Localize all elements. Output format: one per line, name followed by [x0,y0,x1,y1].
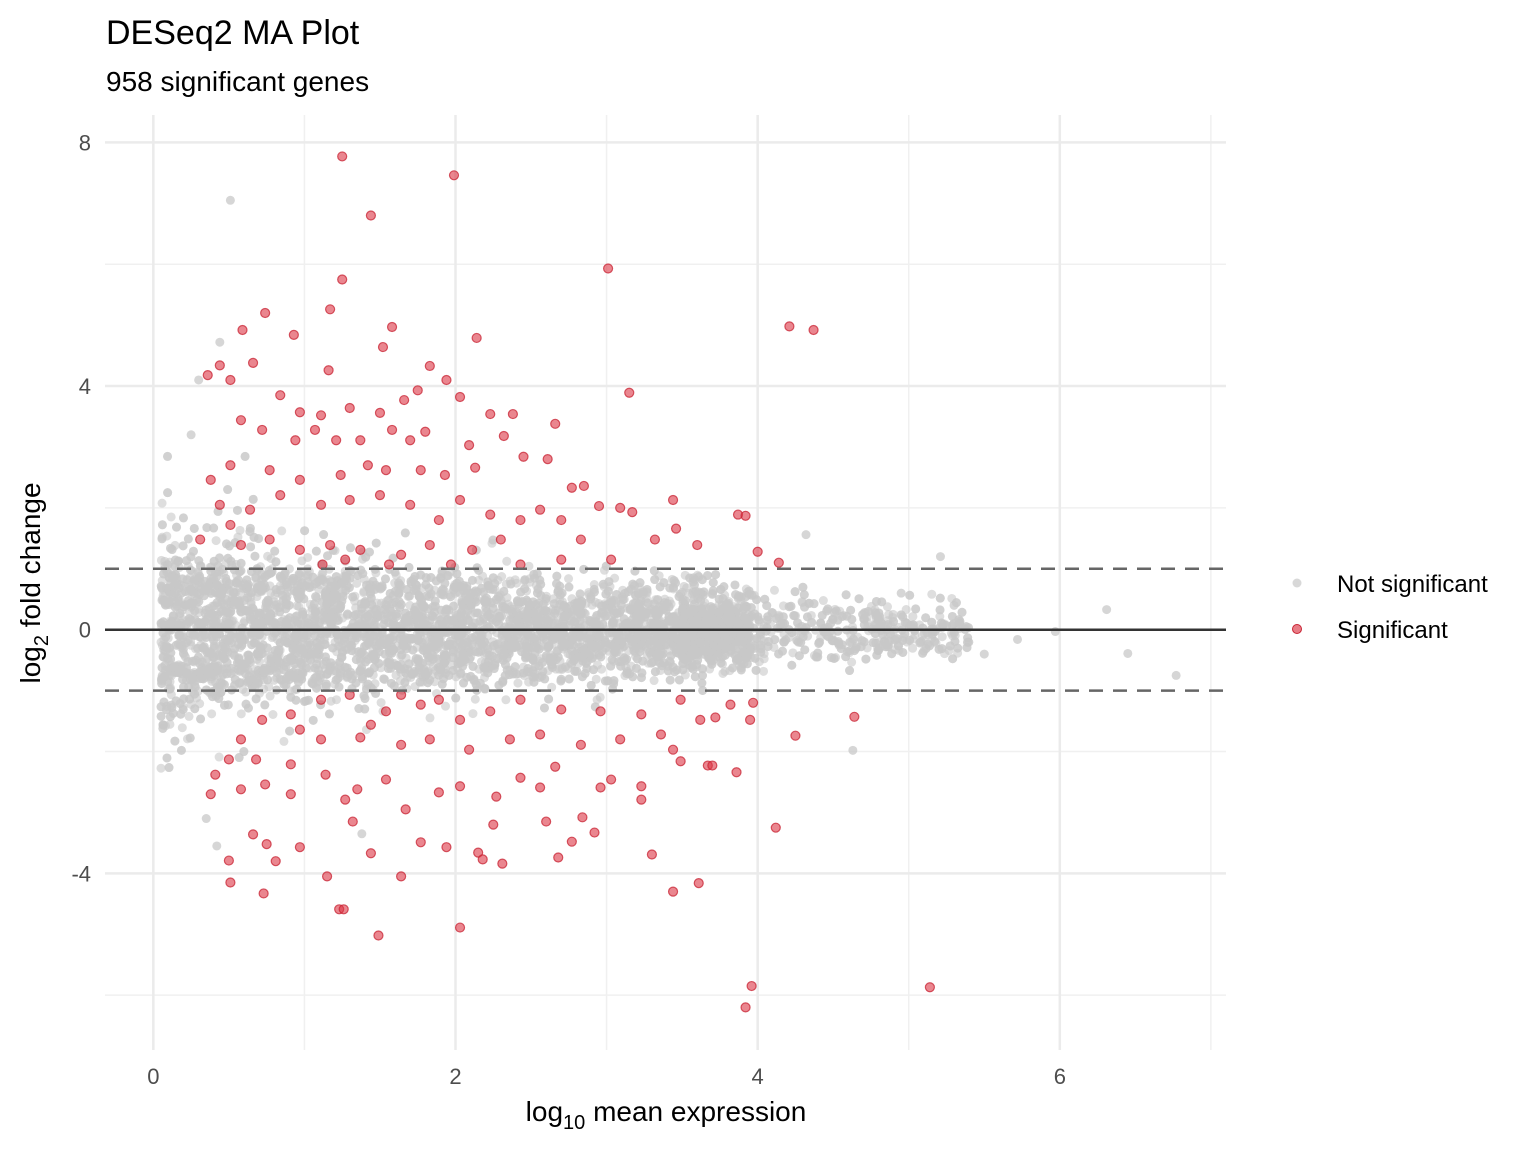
point-not-significant [248,494,258,504]
point-not-significant [539,703,549,713]
point-not-significant [400,677,410,687]
point-not-significant [202,523,212,533]
point-not-significant [184,711,194,721]
point-not-significant [232,505,242,515]
point-not-significant [833,626,843,636]
point-not-significant [379,619,389,629]
point-not-significant [649,676,659,686]
point-not-significant [223,553,233,563]
point-not-significant [348,592,358,602]
point-not-significant [953,643,963,653]
point-not-significant [309,599,319,609]
point-not-significant [379,674,389,684]
point-not-significant [520,575,530,585]
point-not-significant [251,694,261,704]
point-not-significant [172,522,182,532]
point-not-significant [887,649,897,659]
point-not-significant [564,674,574,684]
point-not-significant [762,601,772,611]
point-not-significant [260,700,270,710]
point-not-significant [279,736,289,746]
point-not-significant [885,629,895,639]
point-not-significant [183,534,193,544]
point-not-significant [323,551,333,561]
point-not-significant [586,680,596,690]
point-not-significant [650,667,660,677]
point-not-significant [345,565,355,575]
point-not-significant [894,641,904,651]
point-not-significant [268,709,278,719]
point-not-significant [502,556,512,566]
point-not-significant [164,763,174,773]
point-not-significant [331,695,341,705]
point-not-significant [236,558,246,568]
point-not-significant [241,687,251,697]
point-not-significant [214,752,224,762]
point-not-significant [847,657,857,667]
point-not-significant [888,609,898,619]
point-not-significant [235,525,245,535]
point-not-significant [957,607,967,617]
point-not-significant [513,678,523,688]
point-not-significant [759,666,769,676]
point-not-significant [697,678,707,688]
point-not-significant [769,585,779,595]
point-not-significant [799,590,809,600]
point-not-significant [818,596,828,606]
point-not-significant [271,585,281,595]
point-not-significant [240,451,250,461]
point-not-significant [250,551,260,561]
point-not-significant [441,701,451,711]
point-not-significant [177,723,187,733]
point-not-significant [564,574,574,584]
point-not-significant [937,632,947,642]
point-not-significant [470,694,480,704]
point-not-significant [425,713,435,723]
point-not-significant [285,726,295,736]
point-not-significant [376,698,386,708]
point-not-significant [157,498,167,508]
point-not-significant [501,695,511,705]
point-not-significant [239,747,249,757]
point-not-significant [391,670,401,680]
point-not-significant [473,608,483,618]
point-not-significant [209,523,219,533]
point-not-significant [798,582,808,592]
point-not-significant [166,690,176,700]
point-not-significant [207,709,217,719]
point-not-significant [935,605,945,615]
point-not-significant [303,552,313,562]
point-not-significant [908,643,918,653]
point-not-significant [156,763,166,773]
point-not-significant [277,526,287,536]
point-not-significant [598,579,608,589]
point-not-significant [453,659,463,669]
point-not-significant [592,695,602,705]
point-not-significant [170,736,180,746]
point-not-significant [718,668,728,678]
point-not-significant [166,512,176,522]
point-not-significant [698,671,708,681]
point-not-significant [352,578,362,588]
point-not-significant [591,674,601,684]
point-not-significant [911,604,921,614]
point-not-significant [927,589,937,599]
chart-title: DESeq2 MA Plot [106,14,360,52]
point-not-significant [264,682,274,692]
point-not-significant [908,611,918,621]
point-not-significant [265,691,275,701]
point-not-significant [270,546,280,556]
point-not-significant [286,692,296,702]
point-not-significant [898,647,908,657]
point-not-significant [196,714,206,724]
point-not-significant [157,534,167,544]
point-not-significant [236,709,246,719]
point-not-significant [468,709,478,719]
point-not-significant [211,536,221,546]
chart-subtitle: 958 significant genes [106,66,369,97]
point-not-significant [342,663,352,673]
